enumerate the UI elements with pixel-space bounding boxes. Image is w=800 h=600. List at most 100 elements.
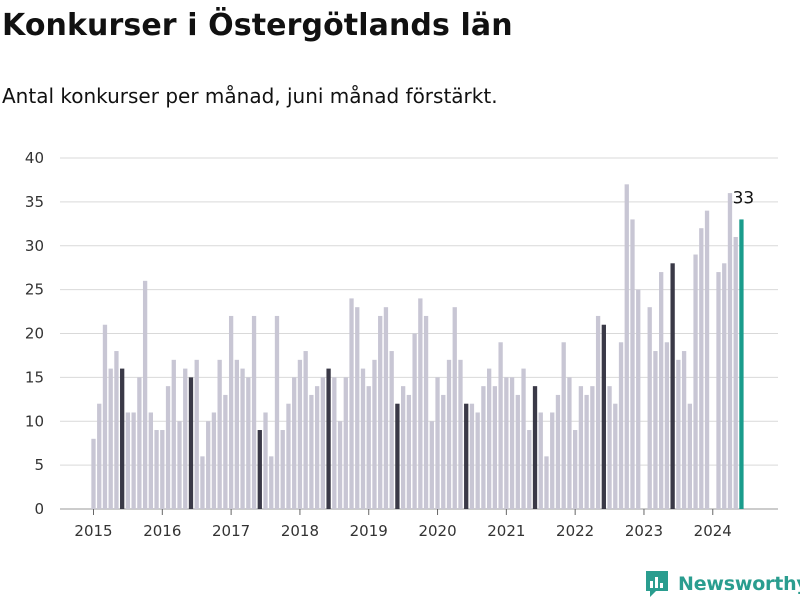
bar <box>274 315 280 509</box>
y-tick-label: 35 <box>25 193 44 211</box>
bar <box>716 272 721 509</box>
bar <box>515 394 520 509</box>
bar <box>458 359 463 509</box>
x-tick-label: 2020 <box>418 522 456 540</box>
bar <box>223 394 228 509</box>
bar <box>246 377 251 510</box>
bar <box>521 368 526 509</box>
bar <box>607 386 612 509</box>
bar <box>561 342 566 509</box>
bar <box>659 272 664 509</box>
y-tick-label: 10 <box>25 412 44 430</box>
bar <box>441 394 446 509</box>
bar <box>400 386 406 509</box>
bar <box>183 368 188 509</box>
bar <box>722 263 727 509</box>
x-tick-label: 2022 <box>556 522 594 540</box>
x-tick-label: 2015 <box>74 522 112 540</box>
x-tick-label: 2024 <box>694 522 732 540</box>
bar <box>487 368 492 509</box>
bar <box>91 438 96 509</box>
bar <box>309 394 314 509</box>
bar <box>504 377 509 510</box>
bar <box>693 254 698 509</box>
bar <box>681 351 687 509</box>
bar <box>498 342 503 509</box>
bar <box>647 307 652 509</box>
bar <box>194 359 199 509</box>
bar <box>423 315 429 509</box>
bar <box>378 315 383 509</box>
bar <box>653 351 658 509</box>
bar <box>538 412 543 509</box>
bar <box>360 368 366 509</box>
bar <box>618 342 624 509</box>
bar <box>188 377 194 510</box>
bar <box>343 377 348 510</box>
y-tick-label: 5 <box>34 456 44 474</box>
bar <box>676 359 681 509</box>
newsworthy-logo-icon <box>646 571 668 597</box>
bar <box>418 298 423 509</box>
bar <box>165 386 171 509</box>
bar <box>664 342 670 509</box>
x-tick-label: 2019 <box>350 522 388 540</box>
brand-logo: Newsworthy <box>644 568 800 600</box>
y-tick-label: 40 <box>25 149 44 167</box>
bar <box>372 359 377 509</box>
bar <box>206 421 211 509</box>
bar <box>727 193 733 509</box>
bar <box>177 421 182 509</box>
bar <box>739 219 744 509</box>
bar <box>355 307 360 509</box>
bar <box>567 377 572 510</box>
bars <box>91 184 744 510</box>
bar <box>590 386 595 509</box>
data-label: 33 <box>733 188 755 208</box>
bar <box>527 430 532 509</box>
bar <box>544 456 549 509</box>
bar <box>125 412 131 509</box>
bar <box>137 377 142 510</box>
bar <box>446 359 452 509</box>
bar <box>217 359 222 509</box>
bar <box>636 289 641 510</box>
bar <box>452 307 457 509</box>
bar <box>429 421 434 509</box>
bar <box>108 368 113 509</box>
bar <box>475 412 480 509</box>
bar <box>584 394 589 509</box>
bar <box>286 403 291 509</box>
x-tick-label: 2016 <box>143 522 181 540</box>
bar <box>601 324 606 509</box>
x-tick-label: 2021 <box>487 522 525 540</box>
bar <box>550 412 555 509</box>
bar <box>171 359 176 509</box>
bar <box>670 263 675 509</box>
y-tick-label: 30 <box>25 237 44 255</box>
y-tick-label: 25 <box>25 281 44 299</box>
y-tick-label: 0 <box>34 500 44 518</box>
bar <box>481 386 486 509</box>
bar <box>687 403 692 509</box>
bar <box>699 228 704 509</box>
bar <box>120 368 125 509</box>
data-labels: 33 <box>733 188 755 208</box>
bar <box>349 298 354 509</box>
bar <box>257 430 262 509</box>
bar <box>102 324 108 509</box>
bar <box>412 333 417 509</box>
bar <box>435 377 440 510</box>
bar <box>613 403 618 509</box>
bar <box>733 236 738 509</box>
brand-name: Newsworthy <box>678 573 800 595</box>
bar <box>326 368 331 509</box>
bar <box>469 403 475 509</box>
bar <box>492 386 498 509</box>
bar <box>251 315 257 509</box>
bar <box>263 412 268 509</box>
y-axis-tick-labels: 0 5 10 15 20 25 30 35 40 <box>25 149 44 518</box>
bar <box>314 386 320 509</box>
bar <box>269 456 274 509</box>
bar <box>240 368 245 509</box>
